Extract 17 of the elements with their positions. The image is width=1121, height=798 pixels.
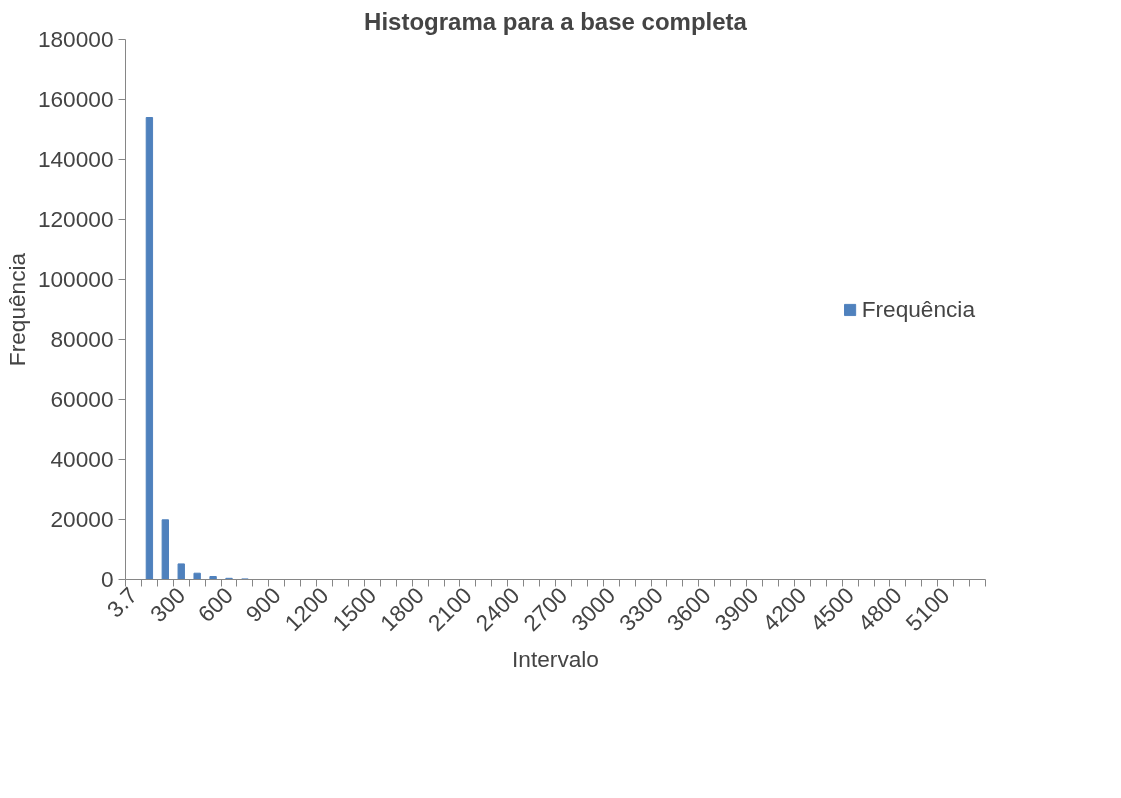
x-axis-title: Intervalo xyxy=(512,645,599,672)
y-tick-label: 100000 xyxy=(37,266,114,292)
y-tick-label: 180000 xyxy=(37,26,114,52)
y-tick-label: 160000 xyxy=(37,86,114,112)
legend-label: Frequência xyxy=(861,295,975,323)
y-tick-label: 120000 xyxy=(37,206,114,232)
y-tick-label: 80000 xyxy=(50,326,114,352)
x-tick-label: 600 xyxy=(192,581,238,628)
y-tick-label: 60000 xyxy=(50,386,114,412)
chart-title: Histograma para a base completa xyxy=(364,7,748,35)
y-axis-title: Frequência xyxy=(3,252,30,367)
y-tick-label: 20000 xyxy=(50,506,114,532)
y-tick-label: 0 xyxy=(100,566,114,592)
y-tick-label: 140000 xyxy=(37,146,114,172)
x-tick-label: 300 xyxy=(144,581,191,628)
y-tick-label: 40000 xyxy=(50,446,114,472)
x-tick-label: 900 xyxy=(240,581,286,628)
